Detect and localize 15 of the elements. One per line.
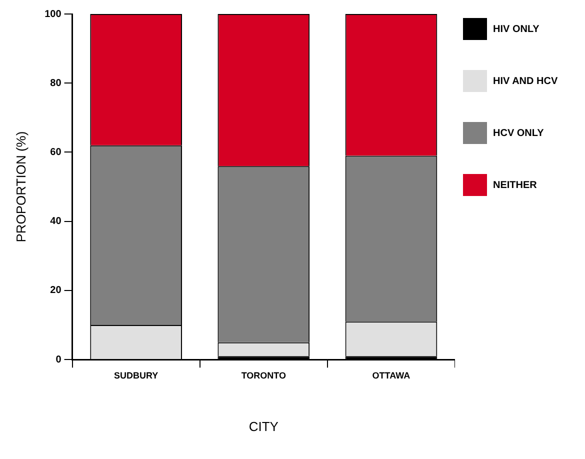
y-tick-label: 20 <box>50 285 62 296</box>
y-tick-label: 100 <box>44 8 62 20</box>
legend-label: NEITHER <box>493 180 537 190</box>
legend-label: HIV ONLY <box>493 24 540 34</box>
x-tick-label: SUDBURY <box>114 370 158 380</box>
x-tick-label: TORONTO <box>241 370 286 380</box>
x-axis-title: CITY <box>248 418 279 434</box>
y-tick-label: 80 <box>50 78 62 89</box>
x-tick-label: OTTAWA <box>372 370 411 380</box>
y-axis-title: PROPORTION (%) <box>13 131 28 242</box>
legend-label: HIV AND HCV <box>493 76 558 86</box>
legend-label: HCV ONLY <box>493 128 544 138</box>
y-tick-label: 60 <box>50 146 62 158</box>
y-tick-label: 40 <box>50 216 62 228</box>
y-tick-label: 0 <box>56 354 62 366</box>
